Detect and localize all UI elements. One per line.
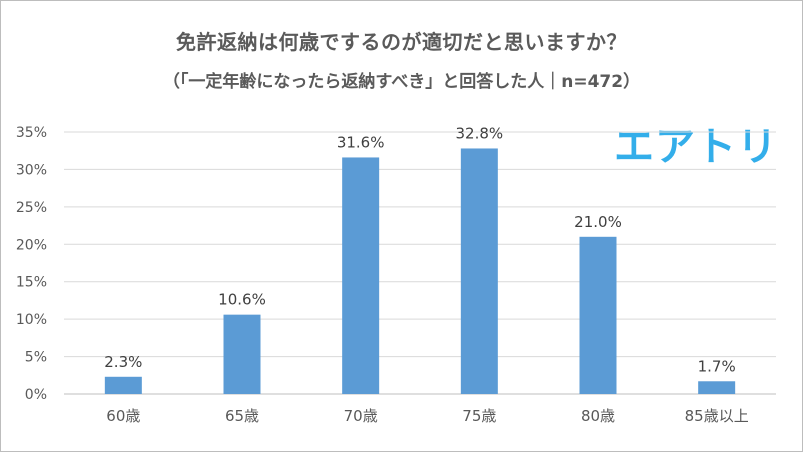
x-category-label: 75歳	[462, 407, 496, 425]
x-category-label: 65歳	[225, 407, 259, 425]
y-tick-label: 5%	[25, 350, 47, 366]
x-category-label: 60歳	[106, 407, 140, 425]
chart-title: 免許返納は何歳でするのが適切だと思いますか？	[176, 30, 627, 54]
y-tick-label: 20%	[16, 237, 47, 253]
y-tick-label: 25%	[16, 200, 47, 216]
bar	[579, 236, 617, 394]
data-label: 21.0%	[574, 213, 622, 231]
x-category-label: 70歳	[344, 407, 378, 425]
y-tick-label: 10%	[16, 312, 47, 328]
bar	[460, 148, 498, 394]
data-label: 32.8%	[456, 124, 504, 142]
x-category-label: 80歳	[581, 407, 615, 425]
bar	[698, 381, 736, 394]
data-label: 10.6%	[218, 291, 266, 309]
y-tick-label: 35%	[16, 125, 47, 141]
chart-subtitle: （「一定年齢になったら返納すべき」と回答した人｜n=472）	[162, 72, 641, 92]
y-tick-label: 30%	[16, 162, 47, 178]
y-tick-label: 0%	[25, 387, 47, 403]
bar	[104, 376, 142, 394]
x-category-label: 85歳以上	[685, 407, 749, 425]
bar	[223, 314, 261, 394]
y-tick-label: 15%	[16, 275, 47, 291]
data-label: 1.7%	[698, 357, 736, 375]
data-label: 2.3%	[104, 353, 142, 371]
bar	[342, 157, 380, 394]
data-label: 31.6%	[337, 133, 385, 151]
